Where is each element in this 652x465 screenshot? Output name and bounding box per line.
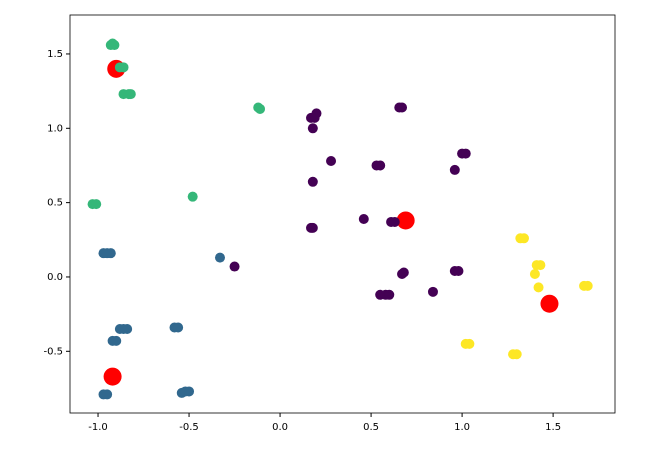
x-tick-label: 0.0	[272, 422, 288, 433]
point	[582, 280, 593, 291]
y-tick-label: -0.5	[43, 346, 63, 357]
point	[98, 248, 109, 259]
point	[384, 289, 395, 300]
point	[118, 62, 129, 73]
point	[105, 248, 116, 259]
x-tick-label: 1.5	[545, 422, 561, 433]
y-tick-label: 0.5	[47, 198, 63, 209]
point	[107, 38, 118, 49]
x-tick-label: -0.5	[179, 422, 199, 433]
point	[255, 103, 266, 114]
point	[326, 155, 337, 166]
point	[307, 176, 318, 187]
point	[529, 268, 540, 279]
point	[389, 216, 400, 227]
point	[173, 322, 184, 333]
x-tick-label: -1.0	[88, 422, 108, 433]
point	[375, 160, 386, 171]
point	[125, 89, 136, 100]
point	[464, 338, 475, 349]
point	[397, 102, 408, 113]
point	[453, 266, 464, 277]
point	[311, 108, 322, 119]
point	[107, 335, 118, 346]
point	[214, 252, 225, 263]
x-tick-label: 1.0	[454, 422, 470, 433]
point	[460, 148, 471, 159]
x-tick-label: 0.5	[363, 422, 379, 433]
point	[396, 211, 415, 230]
point	[307, 123, 318, 134]
point	[187, 191, 198, 202]
point	[397, 268, 408, 279]
point	[91, 199, 102, 210]
point	[307, 222, 318, 233]
point	[449, 164, 460, 175]
point	[533, 282, 544, 293]
point	[511, 349, 522, 360]
point	[358, 213, 369, 224]
plot-frame	[69, 14, 616, 414]
y-tick-label: 0.0	[47, 272, 63, 283]
point	[229, 261, 240, 272]
point	[540, 294, 559, 313]
y-tick-label: 1.0	[47, 123, 63, 134]
point	[518, 233, 529, 244]
point	[103, 367, 122, 386]
point	[184, 386, 195, 397]
point	[118, 323, 129, 334]
y-tick-label: 1.5	[47, 49, 63, 60]
point	[535, 260, 546, 271]
point	[427, 286, 438, 297]
point	[102, 389, 113, 400]
